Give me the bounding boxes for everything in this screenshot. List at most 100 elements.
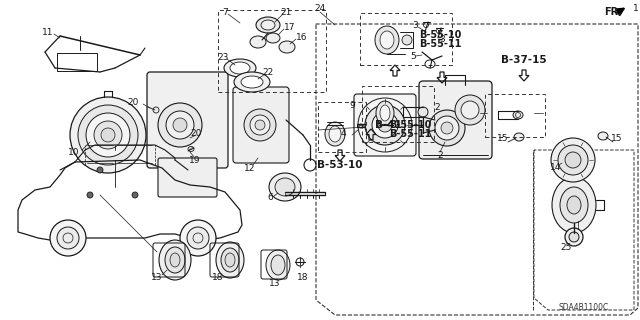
- Ellipse shape: [86, 113, 130, 157]
- Text: B-55-11: B-55-11: [389, 129, 431, 139]
- Text: 1: 1: [633, 4, 639, 12]
- Ellipse shape: [552, 177, 596, 233]
- Bar: [57, 53, 97, 71]
- Ellipse shape: [241, 76, 263, 88]
- Text: 3: 3: [439, 35, 445, 44]
- Text: 9: 9: [349, 100, 355, 109]
- Ellipse shape: [279, 41, 295, 53]
- Text: 15: 15: [497, 133, 509, 142]
- Ellipse shape: [244, 109, 276, 141]
- Ellipse shape: [376, 101, 394, 125]
- Ellipse shape: [256, 17, 280, 33]
- Text: 20: 20: [127, 98, 139, 107]
- Ellipse shape: [266, 250, 290, 280]
- Ellipse shape: [159, 240, 191, 280]
- Circle shape: [57, 227, 79, 249]
- Ellipse shape: [224, 59, 256, 77]
- Ellipse shape: [216, 242, 244, 278]
- Text: 15: 15: [611, 133, 623, 142]
- Text: 13: 13: [151, 274, 163, 283]
- Ellipse shape: [402, 35, 412, 45]
- Text: 4: 4: [340, 129, 346, 138]
- Text: 3: 3: [412, 20, 418, 29]
- Ellipse shape: [94, 121, 122, 149]
- Text: 11: 11: [42, 28, 54, 36]
- Ellipse shape: [329, 126, 341, 142]
- Ellipse shape: [70, 97, 146, 173]
- Text: B-53-10: B-53-10: [317, 160, 363, 170]
- Text: 20: 20: [190, 129, 202, 138]
- Text: 24: 24: [314, 4, 326, 12]
- Text: B-37-15: B-37-15: [501, 55, 547, 65]
- FancyBboxPatch shape: [233, 87, 289, 163]
- Ellipse shape: [375, 26, 399, 54]
- Text: FR.: FR.: [604, 7, 622, 17]
- Text: 5: 5: [410, 52, 416, 60]
- Ellipse shape: [166, 111, 194, 139]
- Ellipse shape: [158, 103, 202, 147]
- Ellipse shape: [441, 122, 453, 134]
- Circle shape: [50, 220, 86, 256]
- Ellipse shape: [551, 138, 595, 182]
- Text: 2: 2: [437, 150, 443, 159]
- Bar: [485, 94, 545, 137]
- Bar: [360, 13, 452, 65]
- Ellipse shape: [266, 33, 280, 43]
- FancyBboxPatch shape: [354, 94, 416, 156]
- Text: 12: 12: [244, 164, 256, 172]
- FancyBboxPatch shape: [158, 158, 217, 197]
- Ellipse shape: [380, 31, 394, 49]
- Ellipse shape: [250, 36, 266, 48]
- Ellipse shape: [565, 152, 581, 168]
- Text: 21: 21: [280, 7, 292, 17]
- Ellipse shape: [170, 253, 180, 267]
- FancyBboxPatch shape: [419, 81, 492, 159]
- Text: B-55-10: B-55-10: [419, 30, 461, 40]
- Ellipse shape: [560, 187, 588, 223]
- Text: 10: 10: [68, 148, 80, 156]
- Ellipse shape: [261, 20, 275, 30]
- Ellipse shape: [365, 105, 405, 145]
- FancyBboxPatch shape: [147, 72, 228, 168]
- Ellipse shape: [418, 107, 428, 117]
- Circle shape: [180, 220, 216, 256]
- Ellipse shape: [429, 110, 465, 146]
- Text: 22: 22: [262, 68, 274, 76]
- Ellipse shape: [565, 228, 583, 246]
- Text: 2: 2: [434, 102, 440, 111]
- Text: B-55-10: B-55-10: [389, 120, 431, 130]
- Ellipse shape: [567, 196, 581, 214]
- Text: 17: 17: [284, 22, 296, 31]
- Text: 16: 16: [296, 33, 307, 42]
- Ellipse shape: [165, 247, 185, 273]
- Circle shape: [87, 192, 93, 198]
- Ellipse shape: [569, 232, 579, 242]
- Circle shape: [187, 227, 209, 249]
- Text: SDA4B1100C: SDA4B1100C: [559, 303, 609, 312]
- Ellipse shape: [380, 105, 390, 121]
- Text: 18: 18: [212, 274, 224, 283]
- Bar: [362, 86, 434, 142]
- Text: 7: 7: [222, 7, 228, 17]
- Ellipse shape: [250, 115, 270, 135]
- Ellipse shape: [173, 118, 187, 132]
- Ellipse shape: [325, 122, 345, 146]
- Ellipse shape: [461, 101, 479, 119]
- Text: 6: 6: [267, 194, 273, 203]
- Ellipse shape: [234, 72, 270, 92]
- Ellipse shape: [514, 133, 524, 141]
- Text: 18: 18: [297, 274, 308, 283]
- Text: B-41: B-41: [375, 120, 402, 130]
- Ellipse shape: [101, 128, 115, 142]
- Ellipse shape: [255, 120, 265, 130]
- Ellipse shape: [221, 248, 239, 272]
- Text: 13: 13: [269, 278, 281, 287]
- Bar: [218, 10, 326, 92]
- Ellipse shape: [271, 255, 285, 275]
- Ellipse shape: [372, 112, 398, 138]
- Circle shape: [132, 192, 138, 198]
- Ellipse shape: [225, 253, 235, 267]
- Ellipse shape: [378, 118, 392, 132]
- Ellipse shape: [435, 116, 459, 140]
- Ellipse shape: [275, 178, 295, 196]
